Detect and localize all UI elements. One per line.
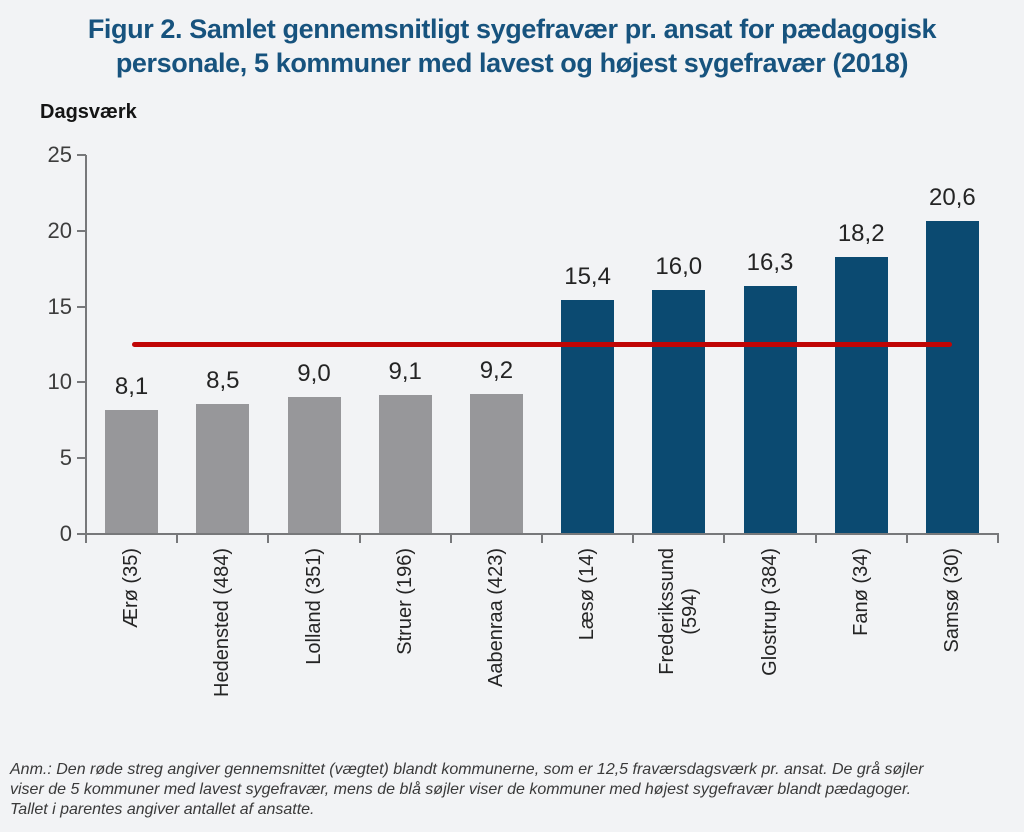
x-axis-tick bbox=[541, 534, 543, 543]
bar-value-label: 16,0 bbox=[655, 253, 703, 281]
bar bbox=[469, 393, 523, 533]
x-axis-tick bbox=[449, 534, 452, 543]
y-axis-tick-label: 15 bbox=[47, 293, 72, 319]
bar-value-label: 9,0 bbox=[297, 359, 331, 387]
x-axis-tick bbox=[632, 534, 635, 543]
bar-value-label: 15,4 bbox=[564, 262, 611, 290]
bar bbox=[196, 404, 250, 533]
y-axis-tick-label: 25 bbox=[47, 142, 72, 167]
x-axis-category-label-text: Samsø (30) bbox=[940, 548, 963, 653]
chart-notes: Anm.: Den røde streg angiver gennemsnitt… bbox=[10, 740, 1018, 832]
bar bbox=[561, 299, 615, 533]
x-axis-category-label-text: Frederikssund (594) bbox=[655, 548, 701, 675]
x-axis-category-label-text: Læsø (14) bbox=[576, 548, 599, 641]
x-axis-tick bbox=[997, 534, 999, 543]
bar bbox=[287, 396, 341, 533]
x-axis-category-label-text: Aabenraa (423) bbox=[484, 548, 507, 687]
x-axis-category-label-text: Glostrup (384) bbox=[758, 548, 781, 676]
x-axis-tick bbox=[723, 534, 726, 543]
bar bbox=[105, 410, 159, 533]
bar bbox=[925, 220, 979, 533]
bar bbox=[834, 257, 888, 533]
note-anm: Anm.: Den røde streg angiver gennemsnitt… bbox=[10, 761, 924, 818]
y-axis-title: Dagsværk bbox=[40, 101, 137, 123]
bar-value-label: 8,5 bbox=[206, 367, 240, 395]
x-axis-category-label-text: Fanø (34) bbox=[849, 548, 872, 636]
bar bbox=[743, 285, 797, 533]
y-axis-tick-label: 0 bbox=[59, 521, 72, 546]
x-axis-tick bbox=[358, 534, 361, 543]
mean-line bbox=[131, 342, 953, 347]
y-axis-tick bbox=[77, 457, 86, 460]
x-axis-tick bbox=[85, 534, 87, 543]
bar-value-label: 18,2 bbox=[837, 220, 885, 248]
bar bbox=[652, 290, 706, 533]
x-axis-tick bbox=[905, 534, 908, 543]
bar bbox=[378, 395, 432, 533]
x-axis-tick bbox=[176, 534, 179, 543]
y-axis-tick bbox=[77, 154, 86, 156]
bar-value-label: 16,3 bbox=[746, 248, 794, 276]
x-axis-tick bbox=[267, 534, 270, 543]
y-axis-tick bbox=[77, 305, 86, 308]
y-axis-tick bbox=[77, 381, 86, 384]
bar-value-label: 8,1 bbox=[114, 373, 149, 401]
chart-title: Figur 2. Samlet gennemsnitligt sygefravæ… bbox=[87, 14, 937, 78]
bar-value-label: 9,1 bbox=[388, 358, 422, 386]
x-axis-category-label-text: Ærø (35) bbox=[120, 548, 143, 628]
bar-value-label: 20,6 bbox=[929, 183, 976, 211]
y-axis-tick-label: 20 bbox=[47, 217, 72, 243]
y-axis-tick-label: 10 bbox=[47, 369, 72, 395]
y-axis-tick-label: 5 bbox=[59, 445, 72, 471]
x-axis-category-label-text: Hedensted (484) bbox=[211, 548, 234, 697]
bar-value-label: 9,2 bbox=[479, 356, 514, 384]
y-axis-tick bbox=[77, 229, 86, 232]
x-axis-tick bbox=[814, 534, 817, 543]
y-axis-line bbox=[85, 155, 87, 536]
y-axis-tick bbox=[77, 533, 86, 535]
x-axis-category-label-text: Struer (196) bbox=[393, 548, 416, 655]
x-axis-category-label-text: Lolland (351) bbox=[302, 548, 325, 665]
